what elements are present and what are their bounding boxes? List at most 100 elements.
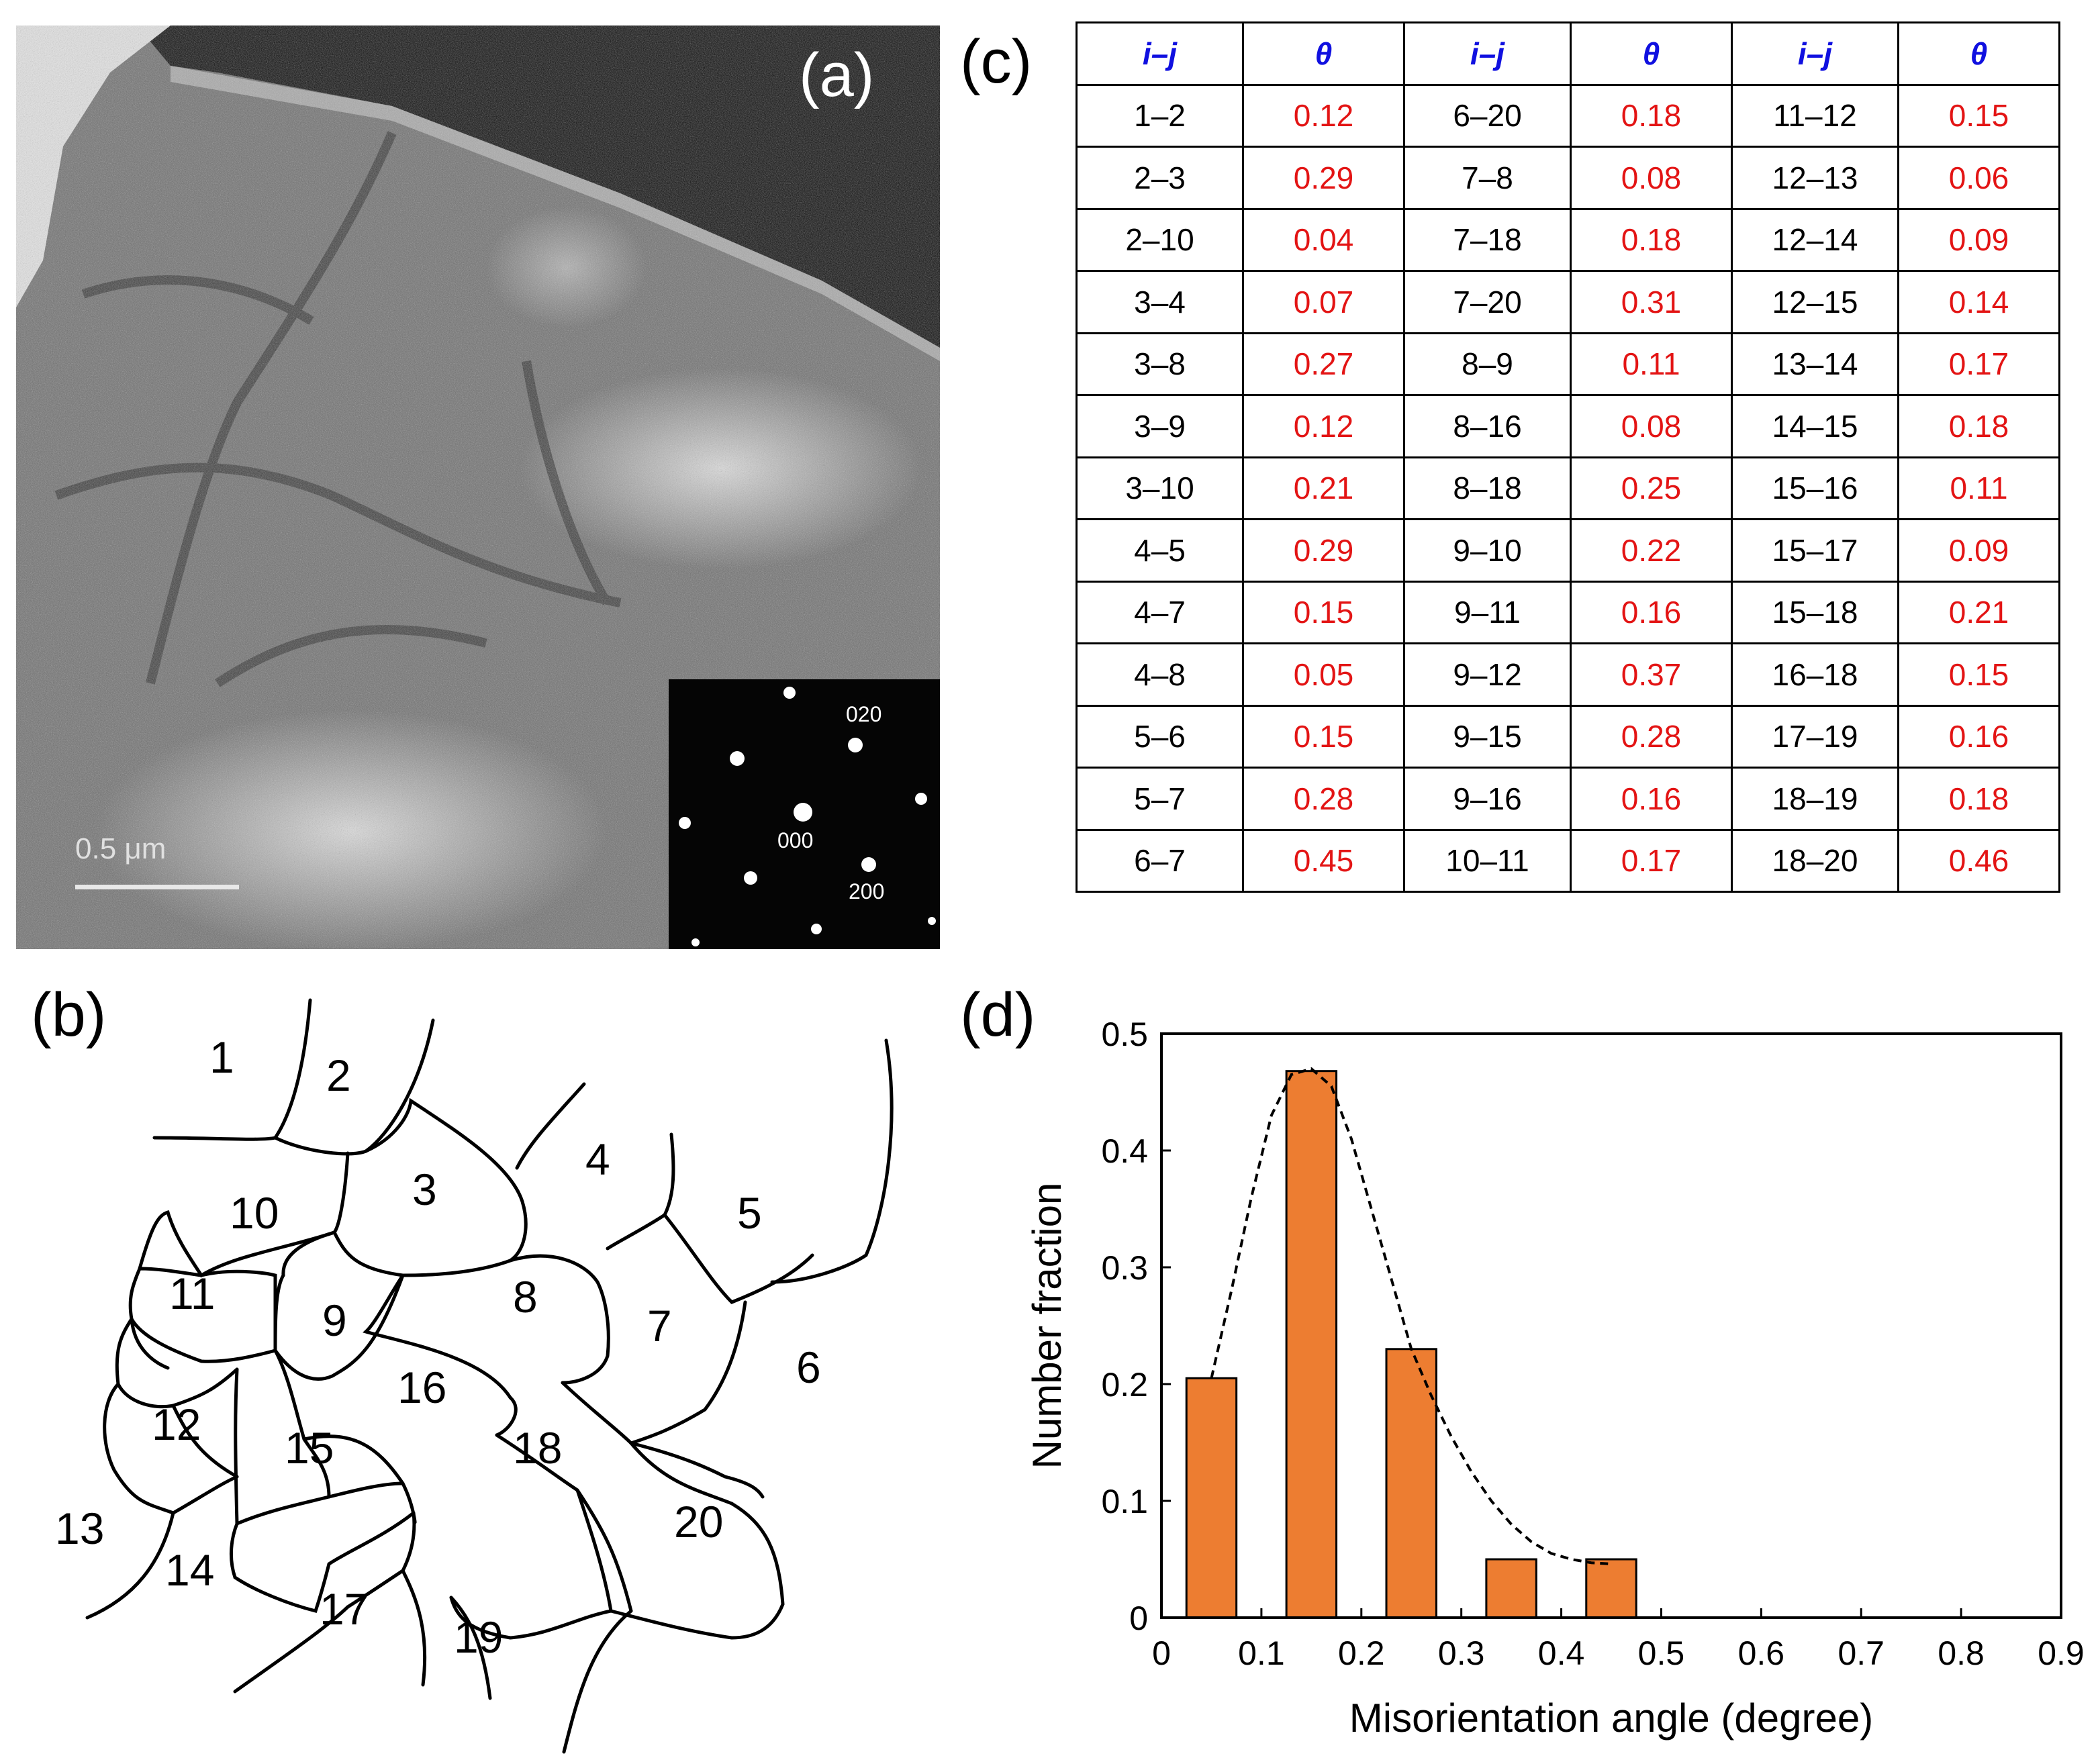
grain-pair-cell: 4–8 [1076, 642, 1244, 707]
grain-label: 9 [322, 1295, 347, 1345]
grain-label: 20 [674, 1497, 723, 1547]
y-tick-label: 0.4 [1101, 1132, 1148, 1170]
theta-cell: 0.28 [1242, 767, 1405, 831]
grain-pair-cell: 12–13 [1731, 146, 1899, 210]
grain-label: 16 [397, 1363, 446, 1412]
theta-cell: 0.29 [1242, 146, 1405, 210]
table-row: 5–6 0.15 9–15 0.28 17–19 0.16 [1076, 704, 2060, 769]
theta-cell: 0.16 [1897, 704, 2060, 769]
grain-pair-cell: 18–19 [1731, 767, 1899, 831]
grain-boundaries [85, 998, 894, 1754]
grain-pair-cell: 4–7 [1076, 580, 1244, 644]
grain-label: 1 [209, 1032, 234, 1082]
grain-pair-cell: 7–20 [1403, 270, 1572, 334]
histogram-bar [1285, 1070, 1338, 1619]
theta-cell: 0.46 [1897, 828, 2060, 893]
theta-cell: 0.16 [1570, 767, 1733, 831]
theta-cell: 0.29 [1242, 518, 1405, 583]
theta-cell: 0.15 [1242, 580, 1405, 644]
theta-cell: 0.15 [1897, 83, 2060, 148]
grain-boundary-sketch: 1 2 3 4 5 6 7 8 9 10 11 12 13 14 15 16 1… [55, 998, 894, 1754]
grain-pair-cell: 10–11 [1403, 828, 1572, 893]
table-row: 3–10 0.21 8–18 0.25 15–16 0.11 [1076, 456, 2060, 520]
panel-a-label: (a) [799, 41, 875, 109]
grain-pair-cell: 2–3 [1076, 146, 1244, 210]
y-axis-label: Number fraction [1024, 1183, 1069, 1469]
grain-pair-cell: 16–18 [1731, 642, 1899, 707]
x-tick-label: 0.8 [1938, 1634, 1985, 1672]
theta-cell: 0.17 [1570, 828, 1733, 893]
diffraction-spot [861, 857, 876, 872]
theta-cell: 0.18 [1897, 767, 2060, 831]
grain-pair-cell: 5–7 [1076, 767, 1244, 831]
fit-curve [1210, 1067, 1612, 1565]
x-tick-label: 0.5 [1638, 1634, 1685, 1672]
grain-pair-cell: 15–16 [1731, 456, 1899, 520]
grain-pair-cell: 9–10 [1403, 518, 1572, 583]
theta-cell: 0.07 [1242, 270, 1405, 334]
grain-pair-cell: 12–15 [1731, 270, 1899, 334]
panel-c-label: (c) [960, 28, 1033, 96]
spot-label-020: 020 [846, 702, 882, 726]
theta-cell: 0.18 [1897, 394, 2060, 458]
theta-cell: 0.18 [1570, 83, 1733, 148]
x-tick-label: 0.1 [1238, 1634, 1285, 1672]
grain-pair-cell: 17–19 [1731, 704, 1899, 769]
column-header: θ [1570, 21, 1733, 86]
histogram-bar [1185, 1377, 1238, 1619]
theta-cell: 0.45 [1242, 828, 1405, 893]
theta-cell: 0.11 [1897, 456, 2060, 520]
histogram-bar [1385, 1348, 1437, 1619]
grain-pair-cell: 6–20 [1403, 83, 1572, 148]
diffraction-spot [691, 938, 700, 946]
column-header: i–j [1731, 21, 1899, 86]
x-axis-label: Misorientation angle (degree) [1349, 1696, 1873, 1741]
table-row: 5–7 0.28 9–16 0.16 18–19 0.18 [1076, 767, 2060, 831]
diffraction-spot [794, 803, 812, 822]
grain-label: 7 [647, 1301, 672, 1351]
grain-pair-cell: 6–7 [1076, 828, 1244, 893]
panel-d-label: (d) [960, 981, 1036, 1049]
diffraction-spot [783, 687, 796, 699]
tem-micrograph [16, 26, 940, 949]
diffraction-pattern-inset: 020 000 200 [669, 679, 940, 949]
diffraction-spot [730, 751, 745, 766]
x-tick-label: 0.7 [1837, 1634, 1884, 1672]
scale-bar [75, 885, 239, 889]
x-tick-label: 0.3 [1438, 1634, 1485, 1672]
scale-bar-label: 0.5 μm [75, 832, 166, 865]
theta-cell: 0.27 [1242, 332, 1405, 396]
table-row: 2–10 0.04 7–18 0.18 12–14 0.09 [1076, 207, 2060, 272]
table-row: 3–9 0.12 8–16 0.08 14–15 0.18 [1076, 394, 2060, 458]
grain-pair-cell: 14–15 [1731, 394, 1899, 458]
table-row: 6–7 0.45 10–11 0.17 18–20 0.46 [1076, 828, 2060, 893]
grain-label: 17 [320, 1584, 369, 1634]
table-row: 3–8 0.27 8–9 0.11 13–14 0.17 [1076, 332, 2060, 396]
grain-pair-cell: 7–18 [1403, 207, 1572, 272]
theta-cell: 0.21 [1242, 456, 1405, 520]
y-tick-label: 0.3 [1101, 1249, 1148, 1287]
diffraction-spot [811, 924, 822, 934]
grain-pair-cell: 8–9 [1403, 332, 1572, 396]
grain-pair-cell: 3–4 [1076, 270, 1244, 334]
theta-cell: 0.37 [1570, 642, 1733, 707]
grain-pair-cell: 18–20 [1731, 828, 1899, 893]
grain-label: 4 [585, 1134, 610, 1184]
theta-cell: 0.11 [1570, 332, 1733, 396]
grain-label: 15 [285, 1423, 334, 1473]
grain-pair-cell: 15–18 [1731, 580, 1899, 644]
theta-cell: 0.04 [1242, 207, 1405, 272]
table-row: 2–3 0.29 7–8 0.08 12–13 0.06 [1076, 146, 2060, 210]
theta-cell: 0.14 [1897, 270, 2060, 334]
column-header: i–j [1076, 21, 1244, 86]
grain-pair-cell: 5–6 [1076, 704, 1244, 769]
grain-pair-cell: 13–14 [1731, 332, 1899, 396]
grain-pair-cell: 3–8 [1076, 332, 1244, 396]
misorientation-histogram: 0 0.1 0.2 0.3 0.4 0.5 0.6 0.7 0.8 0.9 0 0.1 0.2 0.3 0… [1024, 1016, 2085, 1741]
grain-pair-cell: 8–18 [1403, 456, 1572, 520]
theta-cell: 0.18 [1570, 207, 1733, 272]
grain-label: 14 [165, 1545, 214, 1595]
spot-label-200: 200 [849, 879, 885, 903]
theta-cell: 0.15 [1242, 704, 1405, 769]
misorientation-table: i–j θ i–j θ i–j θ 1–2 0.12 6–20 0.18 11–12 0.… [1076, 21, 2060, 893]
